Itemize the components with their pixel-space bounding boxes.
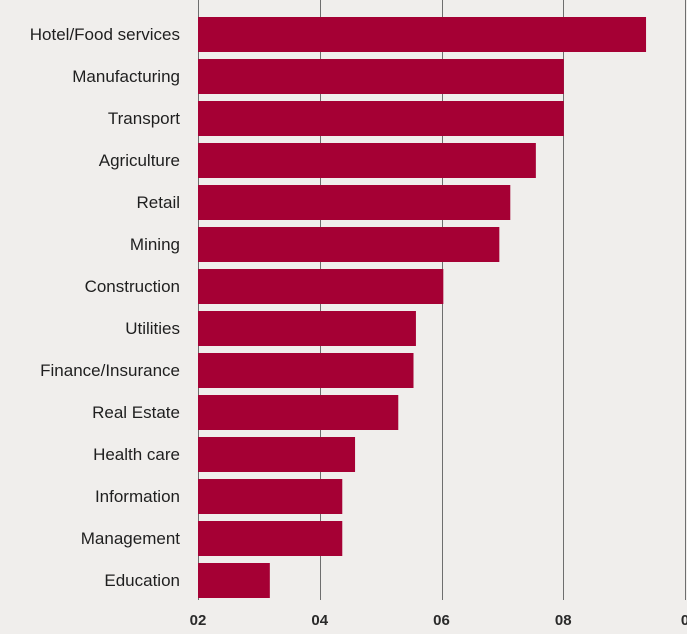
category-labels: Hotel/Food services Manufacturing Transpor… [30,25,181,590]
category-label: Real Estate [92,403,180,422]
bar [198,59,564,94]
bar [198,395,399,430]
bar [198,353,414,388]
bar [198,311,416,346]
category-label: Construction [85,277,180,296]
x-axis-tick-labels: 02 04 06 08 0 [190,612,687,629]
category-label: Transport [108,109,180,128]
bar [198,101,564,136]
category-label: Information [95,487,180,506]
category-label: Hotel/Food services [30,25,180,44]
category-label: Manufacturing [72,67,180,86]
x-tick-label: 02 [190,612,207,629]
bar [198,563,270,598]
bar [198,479,343,514]
bar [198,269,444,304]
bar [198,17,647,52]
category-label: Education [104,571,180,590]
bar [198,521,343,556]
category-label: Retail [137,193,180,212]
x-tick-label: 0 [681,612,687,629]
category-label: Finance/Insurance [40,361,180,380]
x-tick-label: 04 [311,612,328,629]
x-tick-label: 08 [555,612,572,629]
bar [198,437,356,472]
category-label: Agriculture [99,151,180,170]
bar [198,227,500,262]
category-label: Utilities [125,319,180,338]
bar [198,185,511,220]
category-label: Health care [93,445,180,464]
category-label: Management [81,529,181,548]
bars [198,17,647,598]
category-label: Mining [130,235,180,254]
x-tick-label: 06 [433,612,450,629]
bar [198,143,536,178]
